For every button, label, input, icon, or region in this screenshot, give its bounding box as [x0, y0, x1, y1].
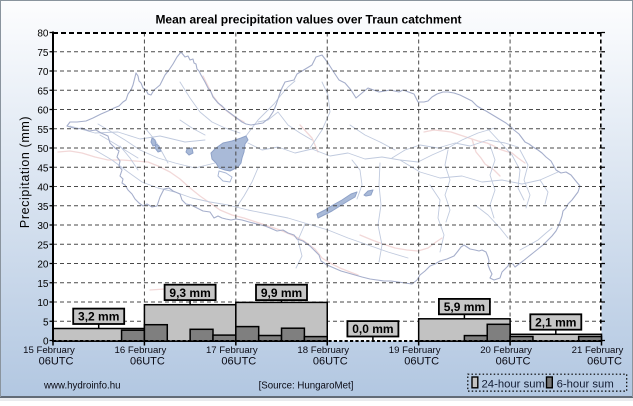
svg-text:06UTC: 06UTC — [404, 356, 439, 368]
svg-text:2,1 mm: 2,1 mm — [535, 315, 576, 329]
svg-text:30: 30 — [37, 221, 49, 232]
svg-text:06UTC: 06UTC — [39, 356, 74, 368]
svg-text:[Source: HungaroMet]: [Source: HungaroMet] — [259, 381, 354, 392]
svg-text:06UTC: 06UTC — [587, 356, 622, 368]
svg-text:19 February: 19 February — [389, 345, 441, 356]
svg-text:55: 55 — [37, 125, 49, 136]
svg-text:Precipitation (mm): Precipitation (mm) — [18, 116, 32, 228]
svg-text:70: 70 — [37, 67, 49, 78]
svg-text:5: 5 — [43, 317, 49, 328]
svg-text:24-hour sum: 24-hour sum — [482, 379, 545, 391]
svg-text:16 February: 16 February — [115, 345, 167, 356]
svg-text:20 February: 20 February — [480, 345, 532, 356]
svg-text:5,9 mm: 5,9 mm — [444, 300, 485, 314]
svg-text:06UTC: 06UTC — [313, 356, 348, 368]
svg-text:45: 45 — [37, 163, 49, 174]
svg-text:06UTC: 06UTC — [130, 356, 165, 368]
svg-text:10: 10 — [37, 298, 49, 309]
svg-text:www.hydroinfo.hu: www.hydroinfo.hu — [43, 381, 120, 392]
svg-text:15 February: 15 February — [23, 345, 75, 356]
svg-text:9,3 mm: 9,3 mm — [169, 286, 210, 300]
svg-text:17 February: 17 February — [206, 345, 258, 356]
svg-text:6-hour sum: 6-hour sum — [557, 379, 614, 391]
svg-text:0,0 mm: 0,0 mm — [352, 322, 393, 336]
svg-text:75: 75 — [37, 48, 49, 59]
svg-text:60: 60 — [37, 106, 49, 117]
svg-text:3,2 mm: 3,2 mm — [78, 310, 119, 324]
svg-text:Mean areal precipitation value: Mean areal precipitation values over Tra… — [155, 13, 461, 27]
svg-text:25: 25 — [37, 240, 49, 251]
svg-text:9,9 mm: 9,9 mm — [261, 286, 302, 300]
svg-text:40: 40 — [37, 183, 49, 194]
svg-text:06UTC: 06UTC — [221, 356, 256, 368]
svg-text:65: 65 — [37, 86, 49, 97]
svg-text:80: 80 — [37, 29, 49, 40]
svg-text:18 February: 18 February — [297, 345, 349, 356]
svg-text:0: 0 — [43, 337, 49, 348]
svg-text:35: 35 — [37, 202, 49, 213]
svg-text:20: 20 — [37, 260, 49, 271]
svg-text:06UTC: 06UTC — [496, 356, 531, 368]
svg-text:21 February: 21 February — [572, 345, 624, 356]
svg-text:50: 50 — [37, 144, 49, 155]
svg-text:15: 15 — [37, 279, 49, 290]
